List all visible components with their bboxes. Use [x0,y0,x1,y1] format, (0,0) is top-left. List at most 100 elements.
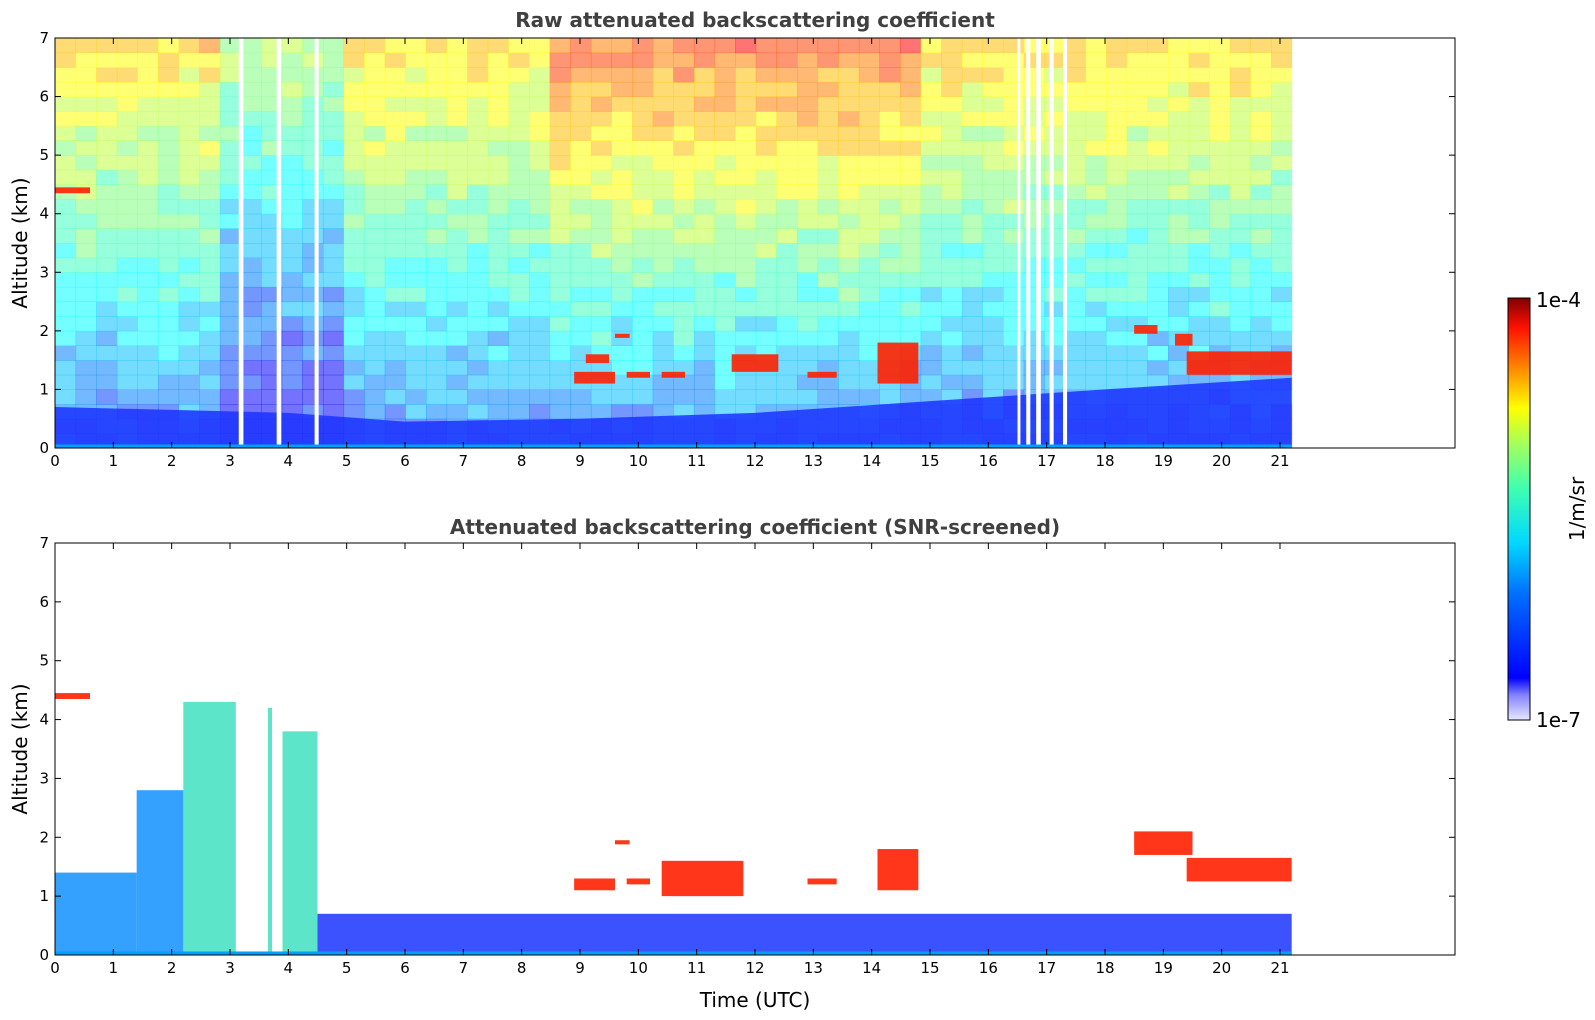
heatmap-cell [55,272,77,288]
heatmap-cell [961,330,983,346]
heatmap-cell [1044,360,1066,376]
heatmap-cell [302,345,324,361]
heatmap-cell [879,228,901,244]
heatmap-cell [302,213,324,229]
heatmap-cell [405,169,427,185]
heatmap-cell [405,345,427,361]
heatmap-cell [281,389,303,405]
heatmap-cell [1209,111,1231,127]
heatmap-cell [673,67,695,83]
heatmap-cell [652,301,674,317]
heatmap-cell [590,286,612,303]
heatmap-cell [158,301,180,317]
heatmap-cell [632,67,654,83]
heatmap-cell [96,52,118,68]
heatmap-cell [693,111,716,127]
heatmap-cell [508,155,530,171]
heatmap-cell [549,228,571,244]
x-tick-label: 0 [50,959,60,977]
heatmap-cell [735,184,757,200]
heatmap-cell [838,67,860,83]
heatmap-cell [1044,243,1066,259]
heatmap-cell [199,169,221,185]
heatmap-cell [920,272,942,288]
heatmap-cell [776,360,798,376]
heatmap-cell [384,67,406,83]
heatmap-cell [240,257,262,273]
heatmap-cell [755,125,777,141]
heatmap-cell [1003,140,1025,156]
heatmap-cell [982,169,1004,185]
heatmap-cell [1188,316,1210,332]
heatmap-cell [1106,199,1128,215]
heatmap-cell [446,38,468,54]
heatmap-cell [652,199,674,215]
heatmap-cell [487,316,509,332]
x-tick-label: 10 [629,452,648,470]
heatmap-cell [405,243,427,259]
heatmap-cell [961,96,983,112]
heatmap-cell [797,360,819,376]
heatmap-cell [1271,111,1293,127]
heatmap-cell [1147,38,1169,54]
heatmap-cell [1044,330,1066,346]
heatmap-cell [384,125,406,141]
heatmap-cell [364,52,386,68]
heatmap-cell [1085,286,1107,303]
heatmap-cell [1168,140,1190,156]
heatmap-cell [590,125,612,141]
heatmap-cell [982,125,1004,141]
x-tick-label: 20 [1212,452,1231,470]
heatmap-cell [405,67,427,83]
heatmap-cell [1064,301,1087,317]
heatmap-cell [982,199,1004,215]
heatmap-cell [611,67,633,83]
x-tick-label: 14 [862,959,881,977]
heatmap-cell [384,228,406,244]
heatmap-cell [529,169,551,185]
heatmap-cell [281,125,303,141]
heatmap-cell [75,52,97,68]
heatmap-cell [508,199,530,215]
heatmap-cell [1209,199,1231,215]
heatmap-cell [1003,125,1025,141]
heatmap-cell [1229,228,1251,244]
heatmap-cell [755,272,777,288]
heatmap-cell [590,272,612,288]
heatmap-cell [900,213,922,229]
heatmap-cell [322,330,345,346]
heatmap-cell [652,330,674,346]
heatmap-cell [1085,360,1107,376]
heatmap-cell [1044,345,1066,361]
heatmap-cell [343,96,365,112]
heatmap-cell [611,374,633,390]
ground-band [55,444,1292,448]
heatmap-cell [96,38,118,54]
heatmap-cell [529,286,551,303]
heatmap-cell [322,155,345,171]
heatmap-cell [219,243,241,259]
heatmap-cell [673,96,695,112]
heatmap-cell [1168,155,1190,171]
heatmap-cell [322,38,345,54]
heatmap-cell [96,111,118,127]
heatmap-cell [55,111,77,127]
heatmap-cell [467,155,489,171]
heatmap-cell [508,81,530,98]
heatmap-cell [487,38,509,54]
heatmap-cell [487,125,509,141]
heatmap-cell [1064,360,1087,376]
heatmap-cell [343,243,365,259]
heatmap-cell [178,155,200,171]
heatmap-cell [529,140,551,156]
heatmap-cell [920,243,942,259]
heatmap-cell [693,301,716,317]
heatmap-cell [590,96,612,112]
heatmap-cell [1044,213,1066,229]
heatmap-cell [322,374,345,390]
heatmap-cell [1126,52,1148,68]
heatmap-cell [920,213,942,229]
heatmap-cell [570,404,592,420]
heatmap-cell [693,67,716,83]
heatmap-cell [158,272,180,288]
